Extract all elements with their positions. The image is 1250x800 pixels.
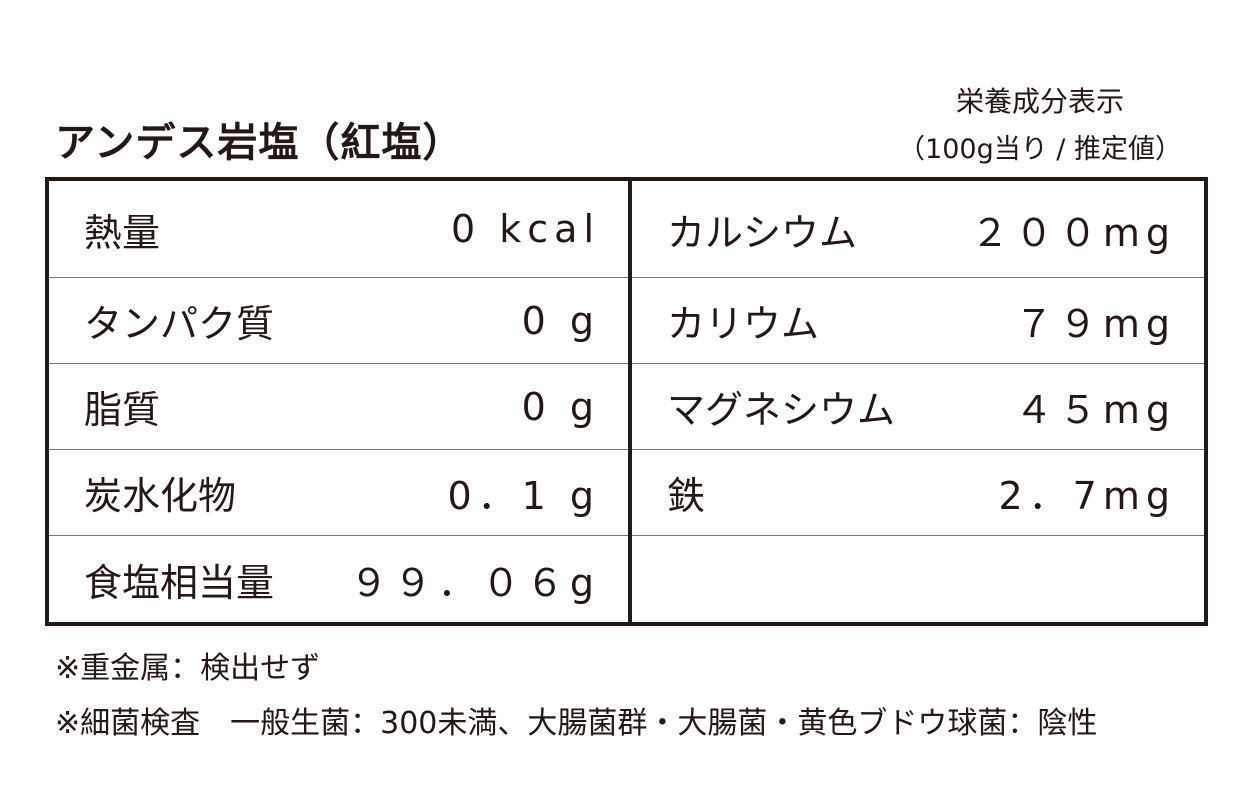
table-row: 鉄 2．7mg xyxy=(632,450,1204,536)
nutrient-label: 鉄 xyxy=(667,474,706,518)
nutrient-label: 炭水化物 xyxy=(84,474,237,518)
left-column: 熱量 0 kcal タンパク質 0 g 脂質 0 g 炭水化物 0．1 g 食塩相当量 ９… xyxy=(49,181,632,622)
table-row: 炭水化物 0．1 g xyxy=(49,450,628,536)
nutrient-value: ７９mg xyxy=(1014,302,1176,346)
nutrient-value: ２００mg xyxy=(970,210,1176,255)
table-row: 熱量 0 kcal xyxy=(49,181,628,278)
nutrient-value: ９９．０６g xyxy=(349,560,600,605)
nutrient-label: 熱量 xyxy=(84,210,161,255)
nutrient-value: ４５mg xyxy=(1014,388,1176,432)
nutrition-table: 熱量 0 kcal タンパク質 0 g 脂質 0 g 炭水化物 0．1 g 食塩相当量 ９… xyxy=(45,177,1208,626)
nutrient-label: 脂質 xyxy=(84,388,161,432)
right-column: カルシウム ２００mg カリウム ７９mg マグネシウム ４５mg 鉄 2．7mg xyxy=(632,181,1204,622)
nutrient-value: 0 kcal xyxy=(451,207,600,251)
nutrient-label: カリウム xyxy=(667,302,820,346)
table-row: 食塩相当量 ９９．０６g xyxy=(49,536,628,622)
nutrition-header: 栄養成分表示 xyxy=(955,85,1124,118)
nutrient-label: マグネシウム xyxy=(667,388,896,432)
nutrient-value: 0．1 g xyxy=(447,474,600,518)
nutrient-label: カルシウム xyxy=(667,210,858,255)
table-row: タンパク質 0 g xyxy=(49,278,628,364)
nutrition-basis: （100g当り / 推定値） xyxy=(898,134,1182,165)
nutrient-label: タンパク質 xyxy=(84,302,275,346)
nutrient-value: 0 g xyxy=(521,298,600,343)
bacteria-note: ※細菌検査 一般生菌：300未満、大腸菌群・大腸菌・黄色ブドウ球菌：陰性 xyxy=(55,706,1098,741)
table-row: カリウム ７９mg xyxy=(632,278,1204,364)
table-row: カルシウム ２００mg xyxy=(632,181,1204,278)
heavy-metal-note: ※重金属：検出せず xyxy=(55,651,321,686)
table-row: 脂質 0 g xyxy=(49,364,628,450)
nutrient-value: 2．7mg xyxy=(998,474,1176,518)
product-title: アンデス岩塩（紅塩） xyxy=(55,120,464,166)
empty-row xyxy=(632,536,1204,622)
table-row: マグネシウム ４５mg xyxy=(632,364,1204,450)
nutrient-label: 食塩相当量 xyxy=(84,560,275,605)
nutrient-value: 0 g xyxy=(521,384,600,429)
